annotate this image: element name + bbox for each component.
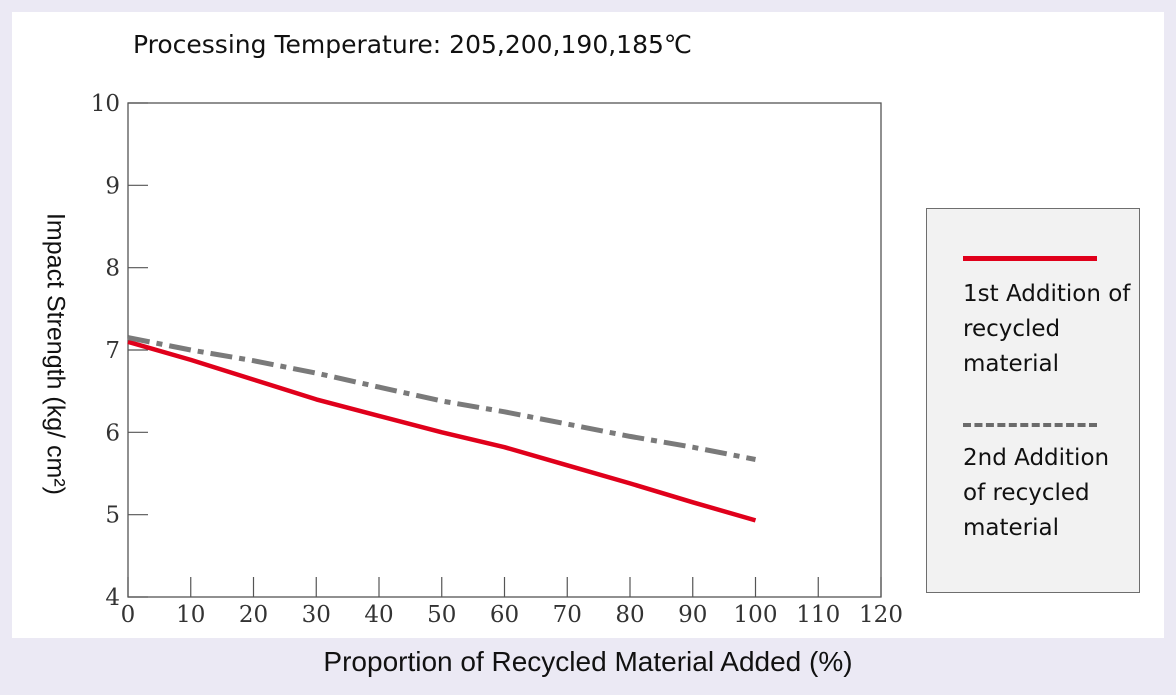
y-axis-label: Impact Strength (kg/ cm²) [41, 212, 70, 496]
y-tick-label: 4 [105, 585, 120, 611]
x-tick-label: 90 [678, 602, 707, 628]
x-tick-label: 120 [859, 602, 903, 628]
y-tick-label: 7 [105, 338, 120, 364]
x-tick-label: 20 [239, 602, 268, 628]
legend-swatch-second-addition [963, 423, 1097, 427]
series-line-first-addition [127, 339, 757, 523]
x-axis-ticks: 0 10 20 30 40 50 60 70 80 90 100 110 120 [121, 577, 903, 628]
y-tick-label: 9 [105, 173, 120, 199]
x-axis-label: Proportion of Recycled Material Added (%… [323, 646, 853, 677]
series-layer [127, 335, 757, 523]
x-tick-label: 0 [121, 602, 136, 628]
x-tick-label: 30 [302, 602, 331, 628]
x-tick-label: 60 [490, 602, 519, 628]
y-axis-ticks: 4 5 6 7 8 9 10 [91, 91, 148, 611]
y-tick-label: 8 [105, 256, 120, 282]
chart-title: Processing Temperature: 205,200,190,185℃ [133, 30, 692, 59]
y-tick-label: 10 [91, 91, 120, 117]
x-tick-label: 100 [734, 602, 778, 628]
y-tick-label: 5 [105, 503, 120, 529]
legend-label-second-addition: 2nd Addition of recycled material [963, 445, 1110, 541]
x-tick-label: 110 [796, 602, 840, 628]
plot-area-frame [127, 102, 882, 598]
x-tick-label: 50 [427, 602, 456, 628]
legend: 1st Addition of recycled material 2nd Ad… [926, 208, 1140, 593]
legend-label-first-addition: 1st Addition of recycled material [963, 281, 1131, 377]
x-tick-label: 70 [553, 602, 582, 628]
x-tick-label: 10 [176, 602, 205, 628]
x-tick-label: 40 [364, 602, 393, 628]
series-line-second-addition [127, 335, 756, 462]
legend-swatch-first-addition [963, 256, 1097, 261]
x-tick-label: 80 [615, 602, 644, 628]
y-tick-label: 6 [105, 420, 120, 446]
